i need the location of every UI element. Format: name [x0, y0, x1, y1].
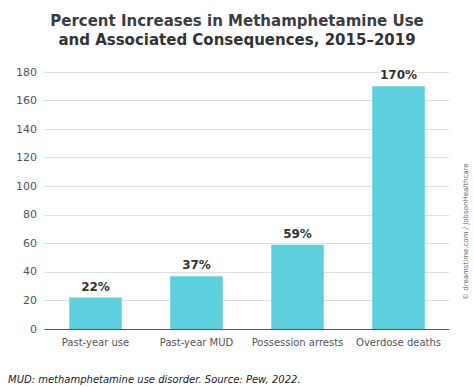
svg-text:Overdose deaths: Overdose deaths	[356, 337, 441, 348]
svg-text:Past-year MUD: Past-year MUD	[160, 337, 234, 348]
svg-text:Past-year use: Past-year use	[62, 337, 129, 348]
svg-text:120: 120	[16, 151, 37, 164]
svg-text:20: 20	[23, 294, 37, 307]
svg-text:100: 100	[16, 180, 37, 193]
svg-text:22%: 22%	[81, 280, 110, 294]
svg-text:80: 80	[23, 208, 37, 221]
svg-text:40: 40	[23, 265, 37, 278]
svg-text:160: 160	[16, 94, 37, 107]
svg-text:MUD: methamphetamine use disor: MUD: methamphetamine use disorder. Sourc…	[8, 374, 301, 385]
svg-text:© dreamstime.com / JobsonHealt: © dreamstime.com / JobsonHealthcare	[462, 163, 470, 300]
svg-text:37%: 37%	[182, 258, 211, 272]
svg-text:60: 60	[23, 237, 37, 250]
svg-text:and Associated Consequences, 2: and Associated Consequences, 2015–2019	[58, 31, 415, 49]
svg-text:170%: 170%	[380, 68, 417, 82]
svg-text:Possession arrests: Possession arrests	[252, 337, 344, 348]
svg-text:59%: 59%	[283, 227, 312, 241]
svg-text:0: 0	[30, 323, 37, 336]
svg-text:180: 180	[16, 66, 37, 79]
svg-text:140: 140	[16, 123, 37, 136]
svg-text:Percent Increases in Methamphe: Percent Increases in Methamphetamine Use	[50, 12, 424, 30]
